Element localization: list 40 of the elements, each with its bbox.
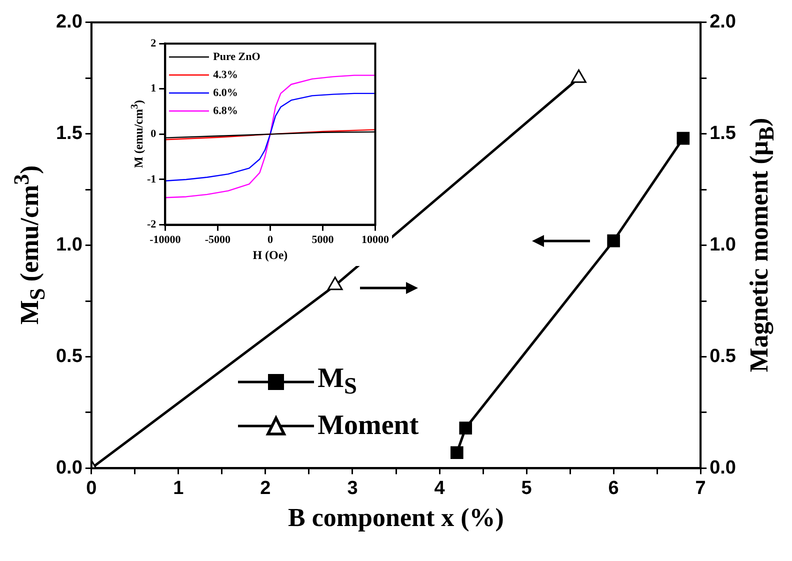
legend-label: 6.0% xyxy=(213,86,238,99)
x-tick-label: 4 xyxy=(434,478,446,499)
legend-label: Moment xyxy=(318,410,419,442)
y-tick-label: -1 xyxy=(146,173,156,186)
x-axis-title: B component x (%) xyxy=(287,503,505,533)
y-tick-label: 0.0 xyxy=(56,457,82,478)
x-tick-label: 5 xyxy=(521,478,532,499)
x-tick-label: 1 xyxy=(173,478,184,499)
x-tick-label: 7 xyxy=(695,478,706,499)
y-tick-label: 1.5 xyxy=(56,123,83,144)
legend-label: M$_{S}$ xyxy=(318,363,358,401)
y-tick-label: 1.0 xyxy=(56,234,82,256)
y-tick-label: 0.5 xyxy=(56,346,83,367)
x-tick-label: 0 xyxy=(267,234,274,246)
legend-label: 4.3% xyxy=(213,68,238,81)
y2-tick-label: 1.0 xyxy=(710,234,736,256)
y2-tick-label: 0.5 xyxy=(710,346,736,367)
x-tick-label: 6 xyxy=(608,478,619,499)
legend-label: 6.8% xyxy=(213,104,238,117)
y2-tick-label: 1.5 xyxy=(710,123,736,144)
x-tick-label: 3 xyxy=(347,478,358,499)
y-tick-label: 0 xyxy=(150,128,157,140)
x-tick-label: 10000 xyxy=(362,234,390,246)
y-tick-label: -2 xyxy=(146,218,157,231)
point xyxy=(459,422,472,434)
point xyxy=(676,132,690,145)
point xyxy=(607,234,620,248)
y-tick-label: 1 xyxy=(150,82,156,95)
x-axis-title: H (Oe) xyxy=(252,248,289,263)
y2-tick-label: 0.0 xyxy=(710,457,736,478)
y-tick-label: 2 xyxy=(150,37,157,50)
y2-tick-label: 2.0 xyxy=(710,12,736,33)
x-tick-label: 2 xyxy=(260,478,271,499)
point xyxy=(450,446,464,460)
x-tick-label: 0 xyxy=(86,478,97,499)
legend-label: Pure ZnO xyxy=(213,50,260,63)
y-tick-label: 2.0 xyxy=(56,12,82,33)
x-tick-label: 5000 xyxy=(312,234,334,246)
x-tick-label: -10000 xyxy=(150,234,182,246)
x-tick-label: -5000 xyxy=(204,234,232,246)
